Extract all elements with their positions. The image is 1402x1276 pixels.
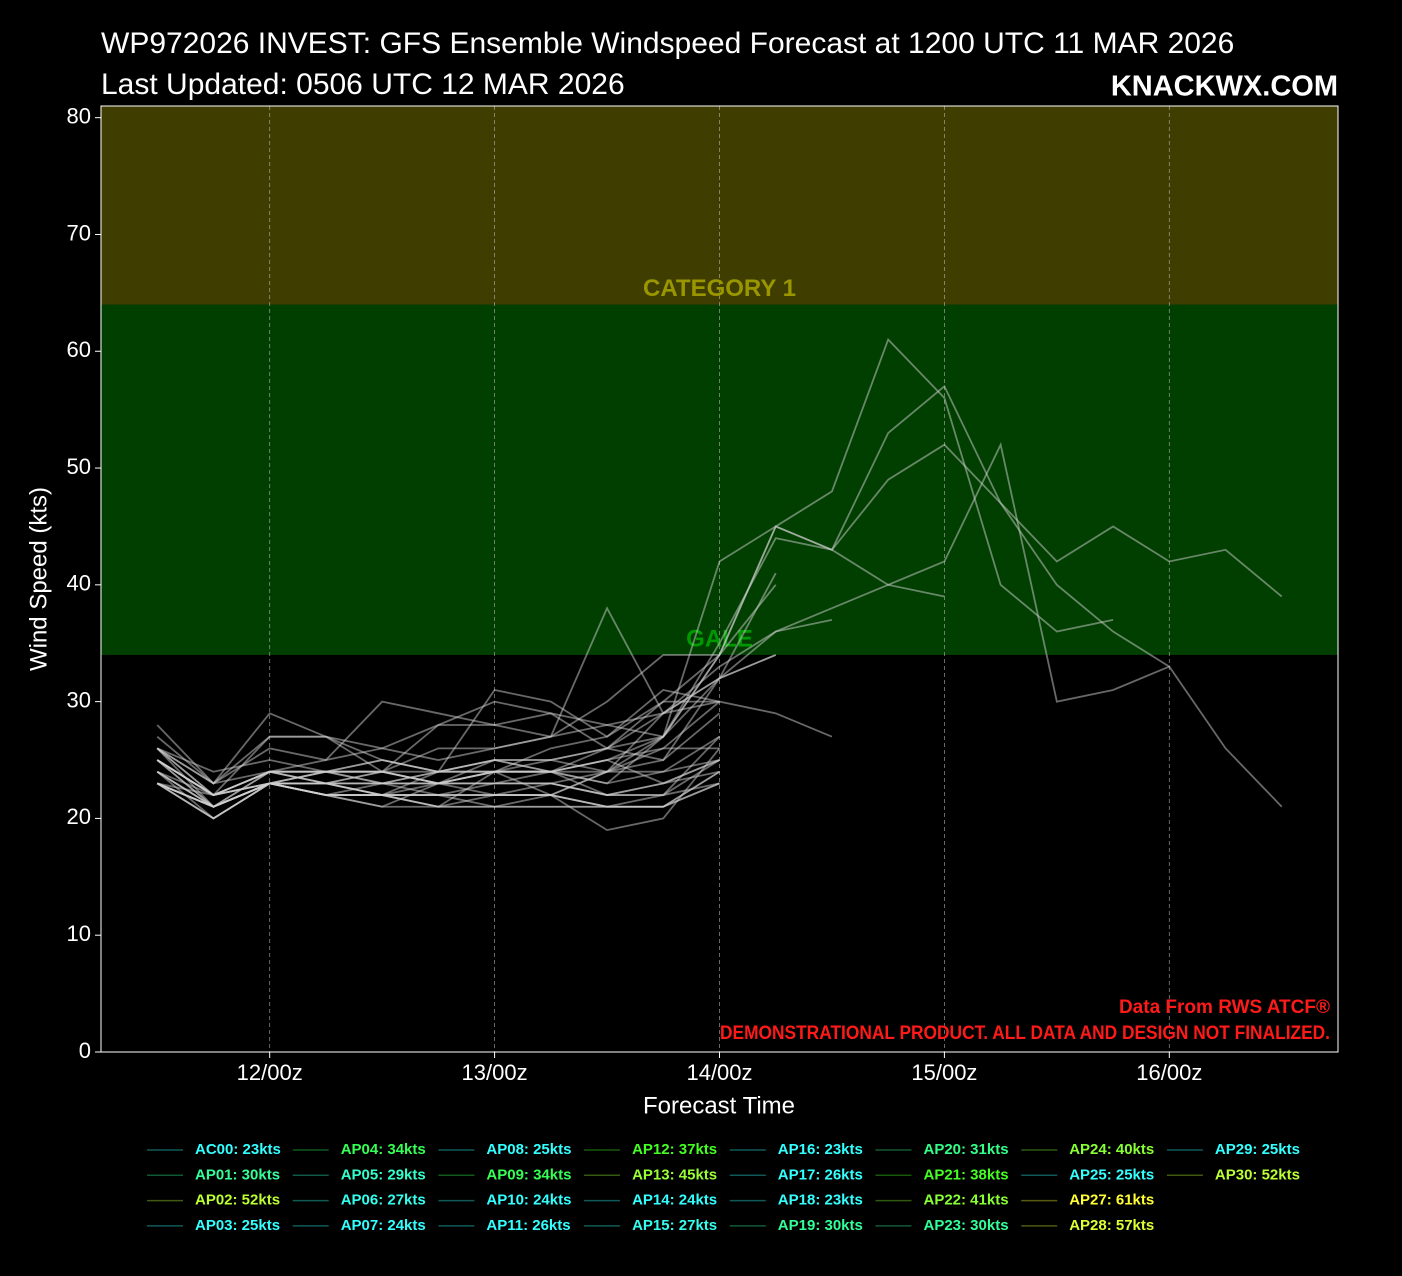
legend-label: AP07: 24kts <box>341 1217 426 1234</box>
legend-label: AP15: 27kts <box>632 1217 717 1234</box>
series-line <box>156 443 1283 797</box>
y-axis-label: Wind Speed (kts) <box>25 487 52 671</box>
legend-label: AP25: 25kts <box>1069 1166 1154 1183</box>
series-line <box>156 654 720 785</box>
legend-item: AP12: 37kts <box>584 1141 717 1158</box>
legend-label: AP04: 34kts <box>341 1141 426 1158</box>
legend-label: AP22: 41kts <box>924 1192 1009 1209</box>
legend-label: AP30: 52kts <box>1215 1166 1300 1183</box>
legend-item: AP08: 25kts <box>438 1141 571 1158</box>
legend-label: AP14: 24kts <box>632 1192 717 1209</box>
legend-item: AP01: 30kts <box>147 1166 280 1183</box>
legend-label: AP16: 23kts <box>778 1141 863 1158</box>
x-tick-label: 16/00z <box>1136 1060 1202 1085</box>
legend-label: AP29: 25kts <box>1215 1141 1300 1158</box>
y-tick-label: 0 <box>79 1038 91 1063</box>
legend-item: AP03: 25kts <box>147 1217 280 1234</box>
y-tick-label: 10 <box>67 921 91 946</box>
legend-item: AP13: 45kts <box>584 1166 717 1183</box>
legend-item: AP19: 30kts <box>729 1217 863 1234</box>
legend-item: AP17: 26kts <box>729 1166 863 1183</box>
legend-label: AP11: 26kts <box>486 1217 570 1234</box>
legend-label: AP17: 26kts <box>778 1166 863 1183</box>
band-label: CATEGORY 1 <box>643 275 796 302</box>
x-tick-label: 12/00z <box>237 1060 303 1085</box>
legend-item: AP05: 29kts <box>292 1166 426 1183</box>
legend-label: AP03: 25kts <box>195 1217 280 1234</box>
legend-item: AP06: 27kts <box>292 1192 426 1209</box>
y-tick-label: 30 <box>67 687 91 712</box>
source-note: Data From RWS ATCF® <box>1119 997 1330 1018</box>
legend-label: AP12: 37kts <box>632 1141 717 1158</box>
legend-item: AP23: 30kts <box>875 1217 1009 1234</box>
x-tick-label: 13/00z <box>462 1060 528 1085</box>
legend-label: AP02: 52kts <box>195 1192 280 1209</box>
legend-item: AP10: 24kts <box>438 1192 571 1209</box>
legend-label: AP28: 57kts <box>1069 1217 1154 1234</box>
disclaimer: DEMONSTRATIONAL PRODUCT. ALL DATA AND DE… <box>720 1023 1330 1044</box>
legend-label: AP21: 38kts <box>924 1166 1009 1183</box>
brand: KNACKWX.COM <box>1111 71 1338 103</box>
chart-title: WP972026 INVEST: GFS Ensemble Windspeed … <box>101 27 1234 60</box>
legend-item: AP29: 25kts <box>1166 1141 1300 1158</box>
y-tick-label: 80 <box>67 103 91 128</box>
legend-item: AP16: 23kts <box>729 1141 863 1158</box>
legend-label: AP08: 25kts <box>486 1141 571 1158</box>
legend-item: AP30: 52kts <box>1166 1166 1300 1183</box>
plot-frame <box>100 105 1339 1053</box>
legend-label: AC00: 23kts <box>195 1141 281 1158</box>
legend-item: AC00: 23kts <box>147 1141 281 1158</box>
legend-label: AP10: 24kts <box>486 1192 571 1209</box>
legend-item: AP27: 61kts <box>1021 1192 1154 1209</box>
legend-item: AP18: 23kts <box>729 1192 863 1209</box>
legend-item: AP11: 26kts <box>438 1217 571 1234</box>
x-tick-label: 15/00z <box>911 1060 977 1085</box>
legend-item: AP14: 24kts <box>584 1192 717 1209</box>
x-axis-label: Forecast Time <box>643 1092 795 1119</box>
legend-item: AP04: 34kts <box>292 1141 426 1158</box>
legend-label: AP20: 31kts <box>924 1141 1009 1158</box>
legend-item: AP07: 24kts <box>292 1217 426 1234</box>
legend-label: AP09: 34kts <box>486 1166 571 1183</box>
x-tick-label: 14/00z <box>686 1060 752 1085</box>
legend-item: AP28: 57kts <box>1021 1217 1154 1234</box>
legend-item: AP20: 31kts <box>875 1141 1009 1158</box>
legend-label: AP24: 40kts <box>1069 1141 1154 1158</box>
y-tick-label: 50 <box>67 454 91 479</box>
y-tick-label: 70 <box>67 220 91 245</box>
y-tick-label: 20 <box>67 804 91 829</box>
legend-label: AP18: 23kts <box>778 1192 863 1209</box>
legend-item: AP21: 38kts <box>875 1166 1009 1183</box>
legend-label: AP19: 30kts <box>778 1217 863 1234</box>
legend-label: AP05: 29kts <box>341 1166 426 1183</box>
legend-label: AP01: 30kts <box>195 1166 280 1183</box>
y-tick-label: 40 <box>67 571 91 596</box>
legend-label: AP13: 45kts <box>632 1166 717 1183</box>
y-tick-label: 60 <box>67 337 91 362</box>
legend-label: AP06: 27kts <box>341 1192 426 1209</box>
legend-label: AP23: 30kts <box>924 1217 1009 1234</box>
legend-item: AP09: 34kts <box>438 1166 571 1183</box>
legend-item: AP02: 52kts <box>147 1192 280 1209</box>
legend-item: AP15: 27kts <box>584 1217 717 1234</box>
legend-label: AP27: 61kts <box>1069 1192 1154 1209</box>
chart-subtitle: Last Updated: 0506 UTC 12 MAR 2026 <box>101 68 625 101</box>
legend-item: AP25: 25kts <box>1021 1166 1154 1183</box>
legend-item: AP22: 41kts <box>875 1192 1009 1209</box>
band-label: GALE <box>686 625 753 652</box>
legend-item: AP24: 40kts <box>1021 1141 1154 1158</box>
